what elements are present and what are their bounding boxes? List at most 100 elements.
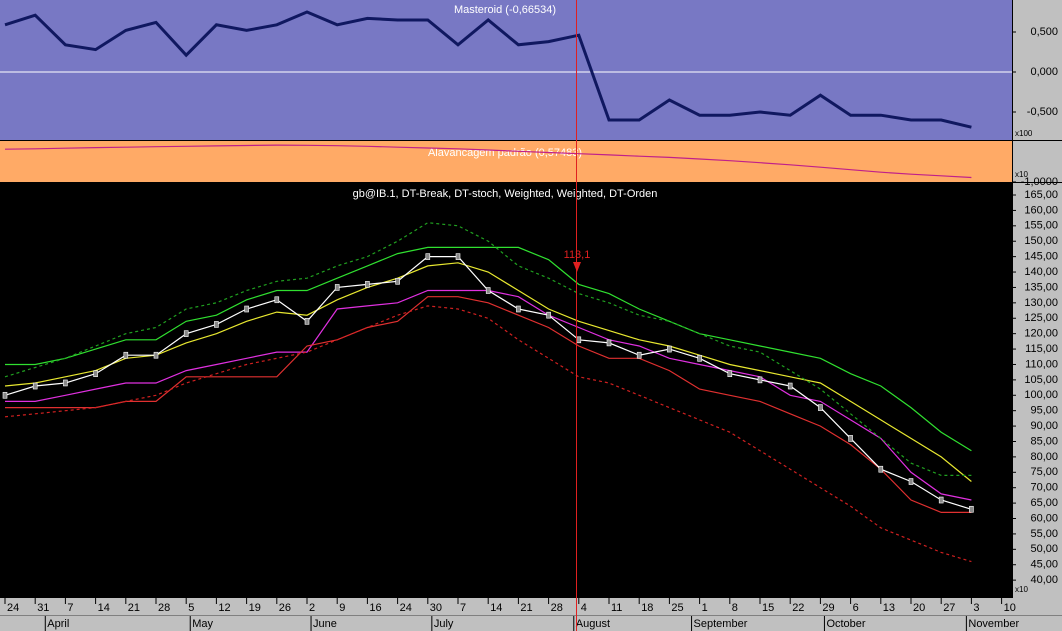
price-panel xyxy=(0,183,1012,598)
close-marker xyxy=(878,465,884,473)
axis-note: x10 xyxy=(1015,170,1028,179)
close-marker xyxy=(818,404,823,411)
y-tick-label: 85,00 xyxy=(1030,435,1058,447)
series-line xyxy=(5,296,972,514)
y-tick-label: 60,00 xyxy=(1030,512,1058,524)
close-marker xyxy=(2,391,8,399)
panel-title: Masteroid (-0,66534) xyxy=(454,4,556,16)
x-tick-label: 19 xyxy=(249,602,261,614)
month-label: April xyxy=(47,618,69,630)
y-tick-label: 50,00 xyxy=(1030,543,1058,555)
y-tick-label: 115,00 xyxy=(1025,343,1058,355)
x-tick-label: 7 xyxy=(460,602,466,614)
x-tick-label: 1 xyxy=(702,602,708,614)
x-tick-label: 2 xyxy=(309,602,315,614)
x-tick-label: 24 xyxy=(400,602,412,614)
y-tick-label: 45,00 xyxy=(1030,559,1058,571)
crosshair-label: 113,1 xyxy=(564,249,591,261)
series-line xyxy=(4,305,972,563)
close-marker xyxy=(183,330,189,337)
x-tick-label: 31 xyxy=(37,602,49,614)
masteroid-panel xyxy=(0,0,1012,140)
month-label: June xyxy=(313,618,337,630)
x-tick-label: 22 xyxy=(792,602,804,614)
close-marker xyxy=(244,305,249,313)
close-marker xyxy=(274,296,280,304)
x-tick-label: 25 xyxy=(671,602,683,614)
close-marker xyxy=(546,311,551,319)
close-marker xyxy=(123,351,129,359)
close-marker xyxy=(938,496,944,504)
close-marker xyxy=(697,355,702,362)
x-tick-label: 20 xyxy=(913,602,925,614)
close-marker xyxy=(93,370,98,378)
y-tick-label: 150,00 xyxy=(1024,235,1058,247)
month-label: October xyxy=(826,618,865,630)
y-tick-label: 90,00 xyxy=(1030,420,1058,432)
x-tick-label: 26 xyxy=(279,602,291,614)
close-marker xyxy=(606,339,612,347)
y-axis-area xyxy=(1012,0,1062,598)
y-tick-label: 100,00 xyxy=(1024,389,1058,401)
close-marker xyxy=(63,379,68,387)
axis-note: x10 xyxy=(1015,585,1028,594)
x-tick-label: 11 xyxy=(611,602,622,614)
y-tick-label: 165,00 xyxy=(1024,189,1058,201)
x-tick-label: 3 xyxy=(973,602,979,614)
close-marker xyxy=(334,284,340,291)
close-marker xyxy=(455,253,461,260)
y-tick-label: 105,00 xyxy=(1024,374,1058,386)
x-tick-label: 28 xyxy=(158,602,170,614)
x-tick-label: 10 xyxy=(1004,602,1016,614)
month-label: May xyxy=(192,618,213,630)
y-tick-label: 0,500 xyxy=(1030,26,1058,38)
x-tick-label: 24 xyxy=(7,602,19,614)
series-line xyxy=(4,222,972,476)
y-tick-label: 120,00 xyxy=(1024,328,1058,340)
month-label: November xyxy=(968,618,1019,630)
y-tick-label: 110,00 xyxy=(1025,358,1058,370)
panel-title: gb@IB.1, DT-Break, DT-stoch, Weighted, W… xyxy=(353,188,658,200)
close-marker xyxy=(153,351,159,359)
close-marker xyxy=(485,287,491,294)
x-tick-label: 5 xyxy=(188,602,194,614)
y-tick-label: -1,0000 xyxy=(1021,176,1058,188)
close-marker xyxy=(304,318,310,325)
close-marker xyxy=(425,253,431,260)
x-tick-label: 21 xyxy=(520,602,532,614)
x-tick-label: 14 xyxy=(98,602,110,614)
y-tick-label: 130,00 xyxy=(1024,297,1058,309)
y-tick-label: 40,00 xyxy=(1030,574,1058,586)
series-line xyxy=(4,10,972,129)
close-marker xyxy=(848,435,853,442)
y-tick-label: 55,00 xyxy=(1030,528,1058,540)
close-marker xyxy=(636,351,642,359)
close-marker xyxy=(395,277,400,285)
x-tick-label: 13 xyxy=(883,602,895,614)
close-marker xyxy=(365,281,370,288)
y-tick-label: 0,000 xyxy=(1030,66,1058,78)
x-tick-label: 28 xyxy=(551,602,563,614)
month-label: July xyxy=(434,618,454,630)
x-tick-label: 14 xyxy=(490,602,502,614)
y-tick-label: 75,00 xyxy=(1030,466,1058,478)
y-tick-label: 80,00 xyxy=(1030,451,1058,463)
x-tick-label: 21 xyxy=(128,602,140,614)
leverage-panel xyxy=(0,141,1012,182)
y-tick-label: 135,00 xyxy=(1024,281,1058,293)
close-marker xyxy=(214,321,219,328)
close-marker xyxy=(969,505,974,513)
y-tick-label: 160,00 xyxy=(1024,204,1058,216)
y-tick-label: 125,00 xyxy=(1024,312,1058,324)
axis-note: x100 xyxy=(1015,129,1033,138)
series-line xyxy=(5,246,972,452)
close-marker xyxy=(516,305,521,313)
y-tick-label: 95,00 xyxy=(1030,405,1058,417)
close-marker xyxy=(757,376,763,384)
x-tick-label: 16 xyxy=(369,602,381,614)
y-tick-label: 145,00 xyxy=(1024,251,1058,263)
close-marker xyxy=(576,336,582,344)
y-tick-label: -0,500 xyxy=(1027,106,1058,118)
x-tick-label: 9 xyxy=(339,602,345,614)
month-label: September xyxy=(694,618,748,630)
